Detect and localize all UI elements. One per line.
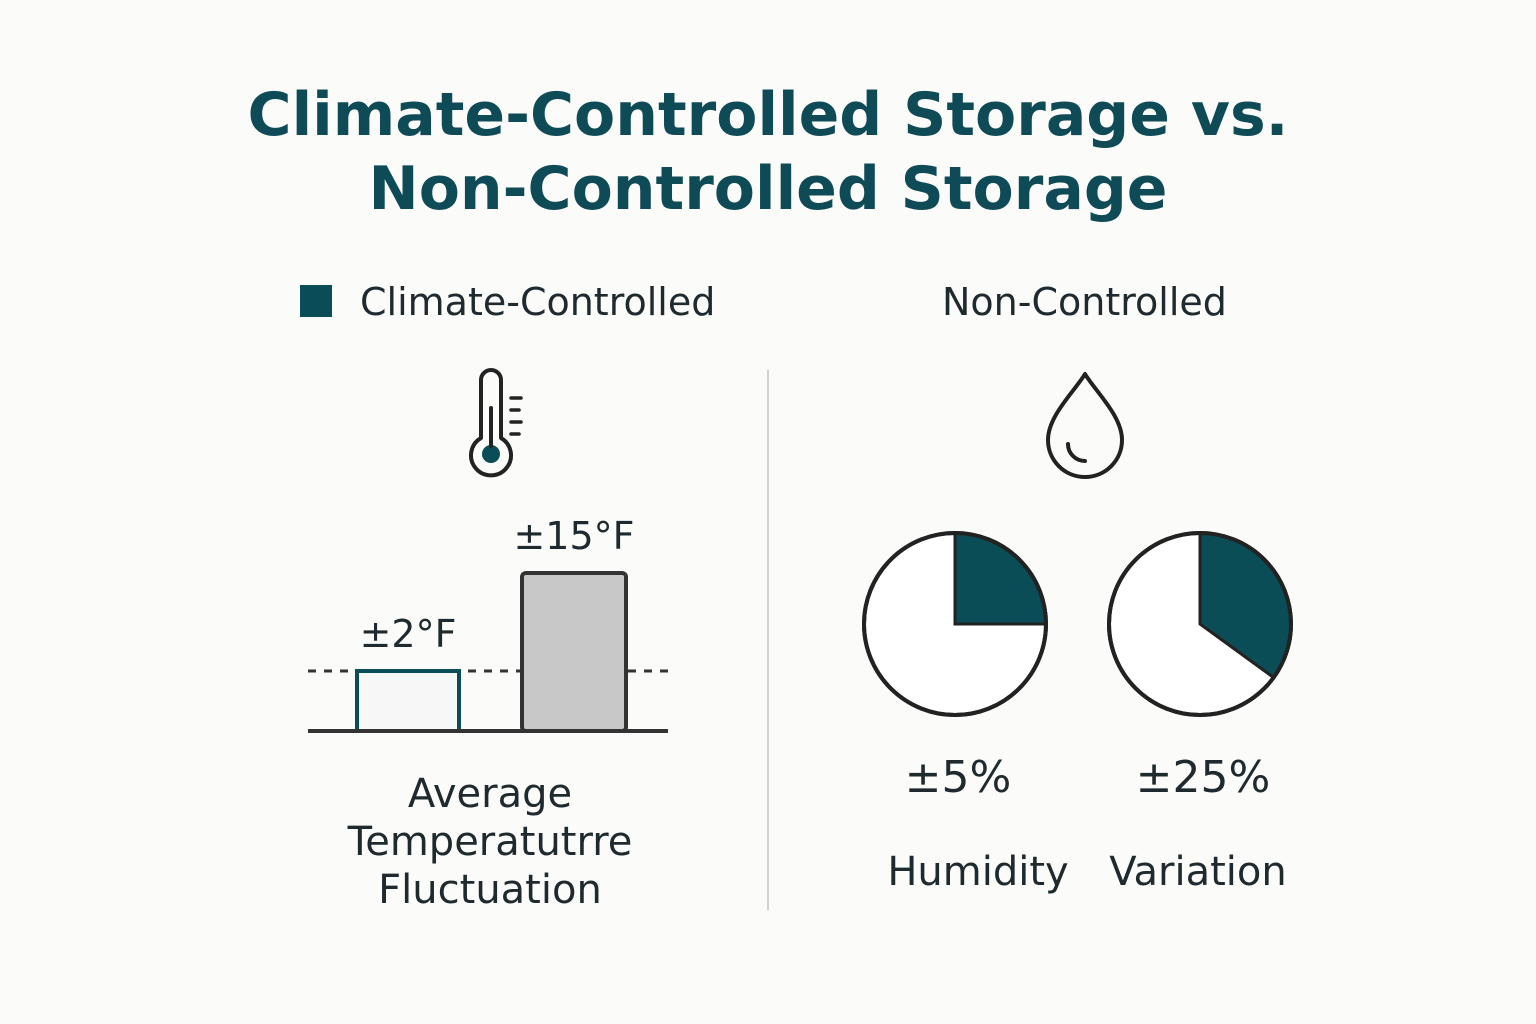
section-divider [767,370,769,910]
legend-label-climate-controlled: Climate-Controlled [360,280,716,324]
temperature-bar-chart: ±2°F ±15°F [308,514,672,733]
value-label-climate-controlled: ±2°F [360,612,457,656]
title-line-2: Non-Controlled Storage [368,154,1168,224]
pie-label-humidity: Humidity [887,849,1069,895]
bar-climate-controlled [355,669,461,733]
water-drop-icon [1046,372,1124,479]
caption-line-3: Fluctuation [378,867,602,913]
variation-pie [1107,531,1293,717]
caption-line-2: Temperatutrre [347,819,633,865]
legend-swatch-climate-controlled [300,285,332,317]
legend-label-non-controlled: Non-Controlled [942,280,1227,324]
temperature-caption: Average Temperatutrre Fluctuation [280,770,700,914]
thermometer-icon [469,368,523,478]
caption-line-1: Average [407,771,573,817]
humidity-pie [862,531,1048,717]
value-label-non-controlled: ±15°F [513,514,634,558]
title-line-1: Climate-Controlled Storage vs. [247,80,1289,150]
page-title: Climate-Controlled Storage vs. Non-Contr… [0,78,1536,226]
pie-label-variation: Variation [1109,849,1287,895]
pie-value-variation: ±25% [1135,752,1271,803]
bar-non-controlled [520,571,628,733]
pie-value-humidity: ±5% [904,752,1012,803]
